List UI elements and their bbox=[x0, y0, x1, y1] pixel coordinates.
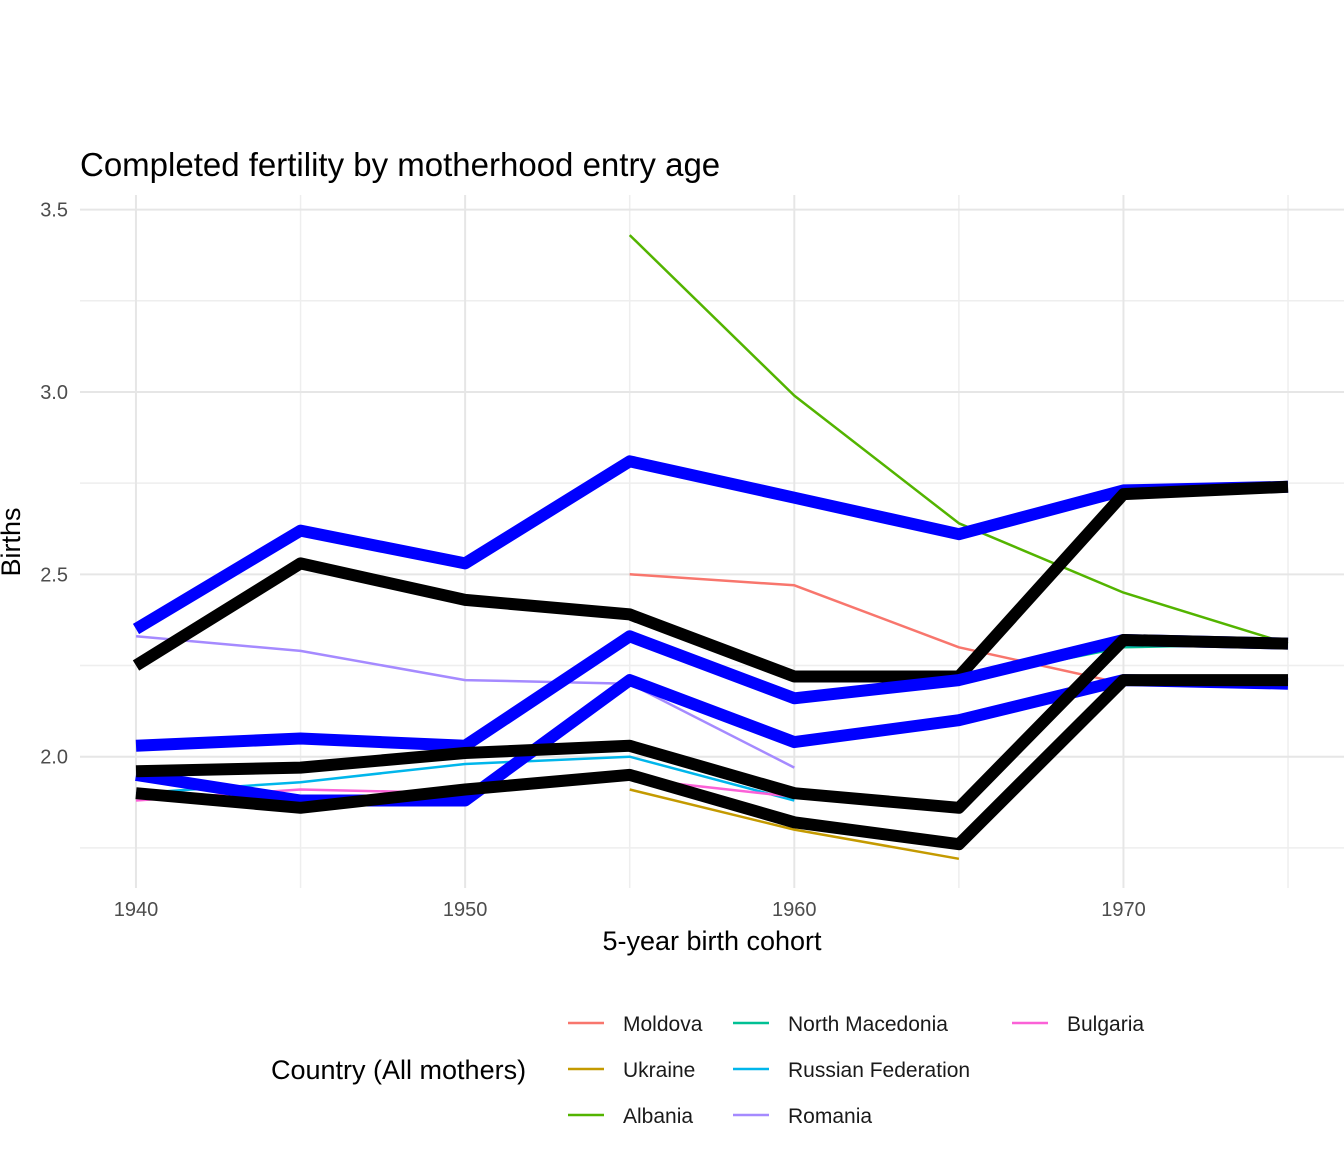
summary-line-1 bbox=[132, 455, 1289, 635]
legend-label-moldova: Moldova bbox=[623, 1013, 703, 1036]
summary-line-2 bbox=[132, 480, 1289, 683]
legend-label-north-macedonia: North Macedonia bbox=[788, 1013, 948, 1036]
legend-label-ukraine: Ukraine bbox=[623, 1059, 695, 1082]
y-axis-title: Births bbox=[0, 507, 26, 576]
legend: Country (All mothers) Moldova Ukraine Alba… bbox=[271, 1013, 1144, 1128]
summary-line-6 bbox=[135, 674, 1288, 851]
x-tick-label: 1940 bbox=[114, 899, 159, 921]
legend-label-bulgaria: Bulgaria bbox=[1067, 1013, 1144, 1036]
chart-title: Completed fertility by motherhood entry … bbox=[80, 146, 720, 183]
major-gridlines bbox=[80, 195, 1344, 888]
y-axis-ticks: 2.0 2.5 3.0 3.5 bbox=[40, 200, 68, 769]
x-tick-label: 1960 bbox=[772, 899, 817, 921]
y-tick-label: 2.0 bbox=[40, 747, 68, 769]
x-tick-label: 1950 bbox=[443, 899, 488, 921]
series-line-romania bbox=[135, 635, 795, 769]
series-line-russian-federation bbox=[135, 755, 795, 802]
summary-lines bbox=[132, 455, 1289, 851]
summary-line-3 bbox=[135, 630, 1289, 752]
x-tick-label: 1970 bbox=[1101, 899, 1146, 921]
legend-label-albania: Albania bbox=[623, 1105, 693, 1128]
legend-label-russian-federation: Russian Federation bbox=[788, 1059, 970, 1082]
summary-line-5 bbox=[135, 634, 1289, 814]
x-axis-title: 5-year birth cohort bbox=[602, 926, 822, 956]
y-tick-label: 2.5 bbox=[40, 564, 68, 586]
y-tick-label: 3.5 bbox=[40, 200, 68, 222]
legend-label-romania: Romania bbox=[788, 1105, 872, 1128]
series-line-ukraine bbox=[629, 788, 960, 861]
legend-title: Country (All mothers) bbox=[271, 1055, 526, 1085]
y-tick-label: 3.0 bbox=[40, 382, 68, 404]
series-line-albania bbox=[628, 234, 1289, 645]
x-axis-ticks: 1940 1950 1960 1970 bbox=[114, 899, 1146, 921]
